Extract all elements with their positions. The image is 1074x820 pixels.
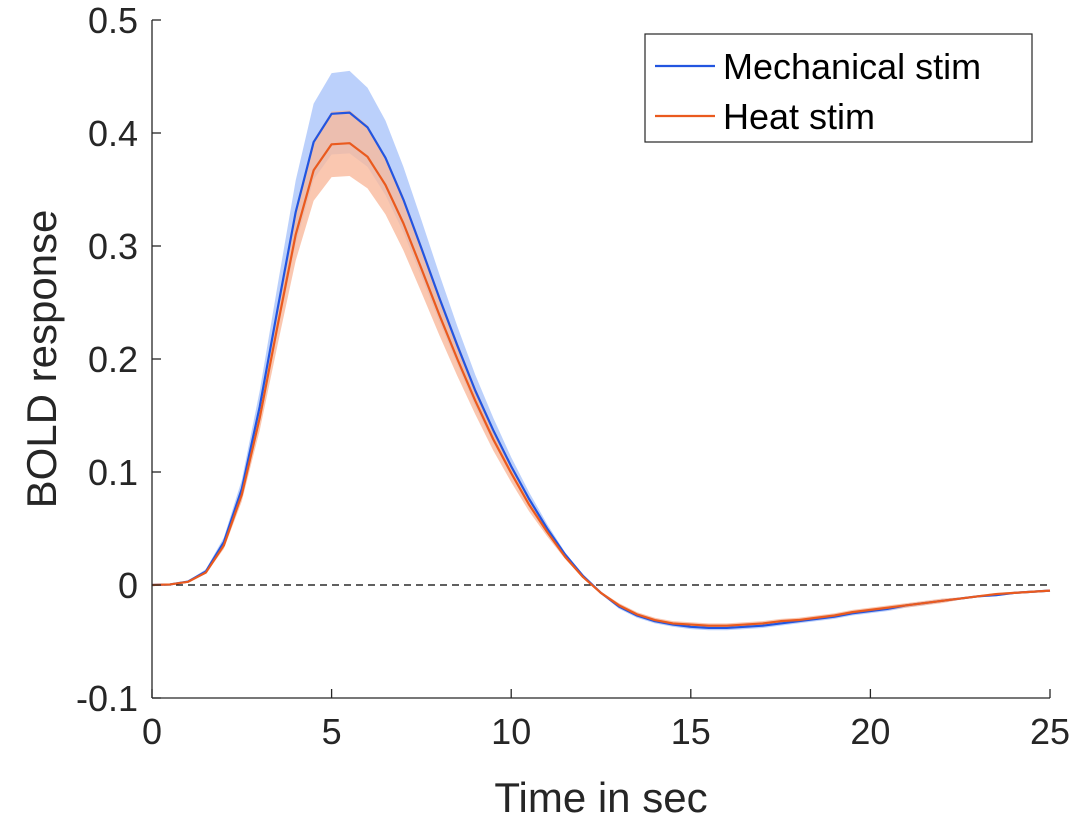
heat-stim-legend-label: Heat stim: [723, 96, 875, 137]
x-tick-label: 10: [491, 711, 531, 752]
y-tick-label: -0.1: [76, 678, 138, 719]
y-tick-label: 0.2: [88, 339, 138, 380]
heat-stim-band: [152, 110, 1050, 628]
mechanical-stim-line: [151, 111, 1051, 630]
x-tick-label: 20: [850, 711, 890, 752]
y-axis-label: BOLD response: [18, 210, 65, 509]
legend: Mechanical stim Heat stim: [644, 33, 1033, 143]
legend-box: [644, 33, 1033, 143]
series-lines: [151, 111, 1051, 630]
axis-ticks: 0 5 10 15 20 25-0.100.10.20.30.40.5: [76, 0, 1070, 752]
x-tick-label: 5: [322, 711, 342, 752]
y-tick-label: 0.3: [88, 226, 138, 267]
y-tick-label: 0.5: [88, 0, 138, 41]
heat-stim-line: [151, 142, 1051, 627]
confidence-bands: [152, 70, 1050, 631]
x-tick-label: 25: [1030, 711, 1070, 752]
x-axis-label: Time in sec: [494, 774, 707, 820]
mechanical-stim-band: [152, 70, 1050, 631]
y-tick-label: 0: [118, 565, 138, 606]
mechanical-stim-legend-label: Mechanical stim: [723, 46, 981, 87]
x-tick-label: 15: [671, 711, 711, 752]
y-tick-label: 0.1: [88, 452, 138, 493]
y-tick-label: 0.4: [88, 113, 138, 154]
x-tick-label: 0: [142, 711, 162, 752]
